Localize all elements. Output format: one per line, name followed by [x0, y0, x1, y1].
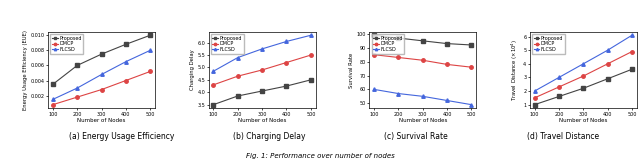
Line: Proposed: Proposed: [533, 68, 634, 106]
FLCSD: [147, 49, 154, 51]
Proposed: [467, 44, 475, 46]
DMCP: [579, 75, 587, 77]
Legend: Proposed, DMCP, FLCSD: Proposed, DMCP, FLCSD: [532, 34, 565, 54]
DMCP: [122, 80, 130, 81]
Text: (d) Travel Distance: (d) Travel Distance: [527, 132, 599, 141]
FLCSD: [555, 76, 563, 78]
DMCP: [604, 63, 611, 65]
FLCSD: [74, 87, 81, 89]
FLCSD: [443, 100, 451, 101]
Proposed: [370, 34, 378, 36]
Line: DMCP: DMCP: [51, 70, 152, 106]
Legend: Proposed, DMCP, FLCSD: Proposed, DMCP, FLCSD: [211, 34, 244, 54]
Proposed: [210, 104, 218, 106]
Line: Proposed: Proposed: [372, 34, 473, 47]
DMCP: [531, 97, 538, 99]
Proposed: [628, 68, 636, 70]
Line: FLCSD: FLCSD: [212, 34, 312, 73]
FLCSD: [283, 41, 291, 42]
FLCSD: [122, 61, 130, 63]
Y-axis label: Charging Delay: Charging Delay: [189, 50, 195, 90]
Y-axis label: Travel Distance ($\times10^4$): Travel Distance ($\times10^4$): [510, 39, 520, 101]
DMCP: [628, 51, 636, 52]
FLCSD: [467, 104, 475, 106]
DMCP: [74, 96, 81, 98]
FLCSD: [370, 88, 378, 90]
Proposed: [531, 104, 538, 106]
DMCP: [419, 59, 426, 61]
FLCSD: [579, 63, 587, 65]
DMCP: [259, 69, 266, 71]
FLCSD: [628, 34, 636, 36]
Line: DMCP: DMCP: [212, 53, 312, 86]
FLCSD: [419, 95, 426, 97]
FLCSD: [98, 73, 106, 75]
Proposed: [74, 65, 81, 66]
FLCSD: [531, 90, 538, 92]
FLCSD: [259, 48, 266, 50]
Text: (b) Charging Delay: (b) Charging Delay: [232, 132, 305, 141]
X-axis label: Number of Nodes: Number of Nodes: [77, 118, 125, 123]
Legend: Proposed, DMCP, FLCSD: Proposed, DMCP, FLCSD: [372, 34, 404, 54]
DMCP: [307, 54, 315, 56]
Proposed: [307, 79, 315, 81]
DMCP: [467, 66, 475, 68]
Proposed: [122, 43, 130, 45]
Text: (c) Survival Rate: (c) Survival Rate: [384, 132, 448, 141]
Text: (a) Energy Usage Efficiency: (a) Energy Usage Efficiency: [69, 132, 174, 141]
Line: FLCSD: FLCSD: [372, 88, 473, 106]
DMCP: [394, 56, 402, 58]
X-axis label: Number of Nodes: Number of Nodes: [559, 118, 607, 123]
FLCSD: [604, 49, 611, 51]
Proposed: [443, 43, 451, 45]
Line: Proposed: Proposed: [51, 34, 152, 86]
Y-axis label: Survival Rate: Survival Rate: [349, 52, 353, 88]
Proposed: [419, 40, 426, 42]
Proposed: [259, 90, 266, 92]
DMCP: [234, 75, 242, 77]
X-axis label: Number of Nodes: Number of Nodes: [238, 118, 286, 123]
Proposed: [147, 34, 154, 36]
Line: Proposed: Proposed: [212, 78, 312, 106]
Proposed: [49, 83, 57, 85]
Line: FLCSD: FLCSD: [533, 34, 634, 93]
Proposed: [234, 95, 242, 97]
Line: FLCSD: FLCSD: [51, 49, 152, 101]
X-axis label: Number of Nodes: Number of Nodes: [399, 118, 447, 123]
FLCSD: [49, 98, 57, 100]
Proposed: [555, 96, 563, 97]
DMCP: [98, 89, 106, 90]
DMCP: [443, 63, 451, 65]
Y-axis label: Energy Usage Efficiency (EUE): Energy Usage Efficiency (EUE): [23, 30, 28, 110]
DMCP: [555, 86, 563, 88]
Proposed: [579, 87, 587, 89]
DMCP: [49, 104, 57, 106]
FLCSD: [210, 70, 218, 72]
Legend: Proposed, DMCP, FLCSD: Proposed, DMCP, FLCSD: [51, 34, 83, 54]
Proposed: [98, 53, 106, 55]
FLCSD: [234, 57, 242, 59]
DMCP: [210, 84, 218, 86]
DMCP: [370, 54, 378, 56]
Proposed: [283, 85, 291, 87]
FLCSD: [394, 93, 402, 94]
Proposed: [394, 37, 402, 39]
Proposed: [604, 78, 611, 80]
DMCP: [283, 62, 291, 63]
DMCP: [147, 70, 154, 72]
FLCSD: [307, 34, 315, 36]
Line: DMCP: DMCP: [533, 50, 634, 100]
Text: Fig. 1: Performance over number of nodes: Fig. 1: Performance over number of nodes: [246, 153, 394, 159]
Line: DMCP: DMCP: [372, 53, 473, 69]
